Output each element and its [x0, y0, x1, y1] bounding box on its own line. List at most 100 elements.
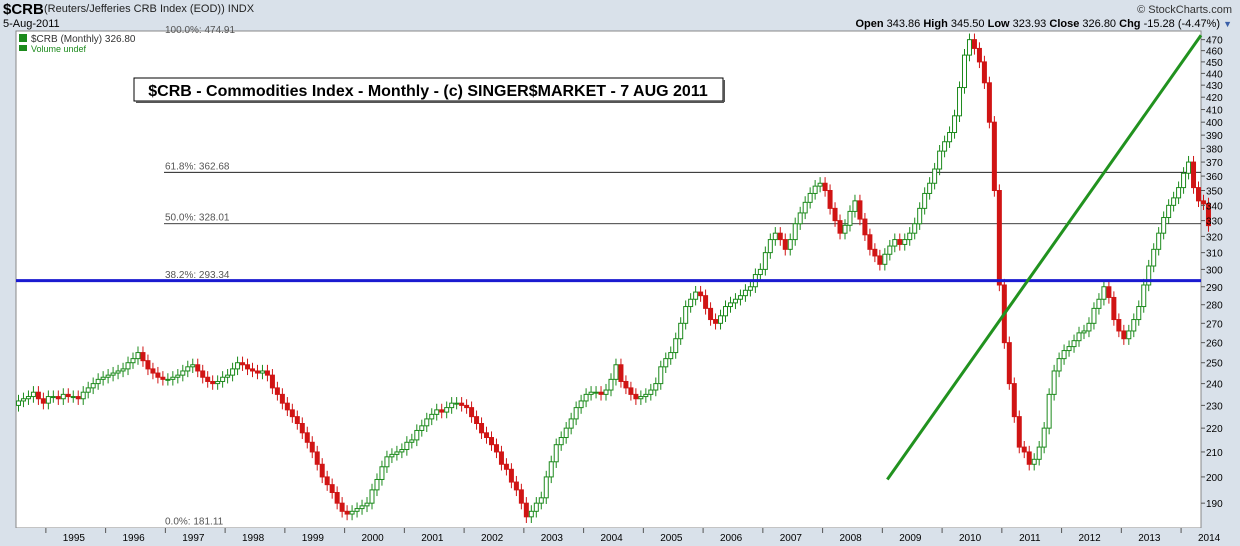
candle-body [1126, 330, 1132, 340]
low-value: 323.93 [1012, 18, 1047, 30]
x-tick-label: 2004 [600, 533, 623, 544]
candle-body [215, 380, 221, 385]
candle-body [548, 461, 554, 478]
y-tick-label: 420 [1206, 93, 1223, 104]
candle-body [976, 47, 982, 63]
candle-body [498, 451, 504, 465]
dropdown-caret-icon[interactable]: ▼ [1223, 19, 1232, 29]
candle-body [493, 444, 499, 453]
candle-body [279, 393, 285, 404]
candle-body [772, 232, 778, 241]
volume-legend-label: Volume undef [31, 44, 87, 54]
candle-body [703, 295, 709, 309]
candle-body [613, 364, 619, 380]
candle-body [718, 315, 724, 324]
candle-body [85, 387, 91, 393]
x-tick-label: 2012 [1078, 533, 1101, 544]
brand-watermark: © StockCharts.com [1137, 4, 1232, 16]
candle-body [663, 358, 669, 368]
candle-body [1016, 416, 1022, 448]
candle-body [115, 370, 121, 374]
candle-body [1196, 187, 1202, 202]
candle-body [996, 190, 1002, 286]
candle-body [170, 376, 176, 380]
candle-body [369, 489, 375, 504]
candle-body [1111, 296, 1117, 321]
candle-body [762, 252, 768, 270]
candle-body [1161, 217, 1167, 234]
candle-body [1200, 200, 1206, 205]
candle-body [653, 383, 659, 391]
candle-body [449, 402, 455, 409]
candle-body [1011, 383, 1017, 418]
x-axis: 1995 1996 1997 1998 1999 2000 2001 2002 2003 2004… [45, 528, 1221, 544]
candle-body [902, 239, 908, 245]
candle-body [65, 393, 71, 398]
candle-body [872, 248, 878, 257]
candle-body [1066, 346, 1072, 352]
candle-body [274, 387, 280, 395]
candle-body [160, 376, 166, 380]
candle-body [732, 298, 738, 304]
candle-body [1021, 446, 1027, 453]
candle-body [354, 508, 360, 512]
candle-body [673, 338, 679, 354]
candle-body [847, 210, 853, 226]
candle-body [289, 409, 295, 418]
candle-body [698, 291, 704, 297]
candle-body [484, 432, 490, 439]
y-tick-label: 460 [1206, 47, 1223, 58]
y-tick-label: 470 [1206, 36, 1223, 47]
candle-body [787, 239, 793, 250]
candle-body [349, 510, 355, 515]
candle-body [1006, 342, 1012, 385]
candle-body [633, 393, 639, 400]
candle-body [150, 368, 156, 374]
candle-body [70, 396, 76, 399]
close-label: Close [1049, 18, 1080, 30]
candle-body [593, 391, 599, 394]
candle-body [518, 489, 524, 504]
candle-body [254, 370, 260, 374]
candle-body [678, 322, 684, 340]
candle-body [1171, 197, 1177, 206]
y-tick-label: 240 [1206, 380, 1223, 391]
candle-body [110, 372, 116, 376]
candle-body [986, 82, 992, 123]
candle-body [937, 150, 943, 170]
price-legend-label: $CRB (Monthly) 326.80 [31, 34, 136, 45]
candle-body [60, 393, 66, 400]
y-tick-label: 410 [1206, 106, 1223, 117]
candle-body [917, 207, 923, 225]
x-tick-label: 2001 [421, 533, 444, 544]
candle-body [130, 358, 136, 364]
candle-body [693, 291, 699, 300]
candle-body [807, 192, 813, 203]
candle-body [240, 362, 246, 366]
candle-body [757, 268, 763, 276]
candle-body [832, 207, 838, 222]
candle-body [842, 224, 848, 234]
candle-body [165, 378, 171, 381]
candle-body [966, 39, 972, 56]
candle-body [135, 352, 141, 360]
open-label: Open [855, 18, 884, 30]
candle-body [508, 468, 514, 483]
candle-body [1156, 232, 1162, 250]
candle-body [618, 364, 624, 382]
x-tick-label: 2006 [720, 533, 743, 544]
candle-body [284, 402, 290, 411]
candle-body [55, 396, 61, 400]
candle-body [892, 239, 898, 247]
y-tick-label: 260 [1206, 339, 1223, 350]
x-tick-label: 2013 [1138, 533, 1161, 544]
candle-body [264, 370, 270, 376]
candle-body [1086, 322, 1092, 332]
candle-body [867, 234, 873, 250]
candle-body [857, 200, 863, 220]
candle-body [195, 364, 201, 372]
y-tick-label: 220 [1206, 424, 1223, 435]
index-name: (Reuters/Jefferies CRB Index (EOD)) INDX [44, 3, 255, 15]
candle-body [100, 376, 106, 380]
candle-body [971, 39, 977, 49]
